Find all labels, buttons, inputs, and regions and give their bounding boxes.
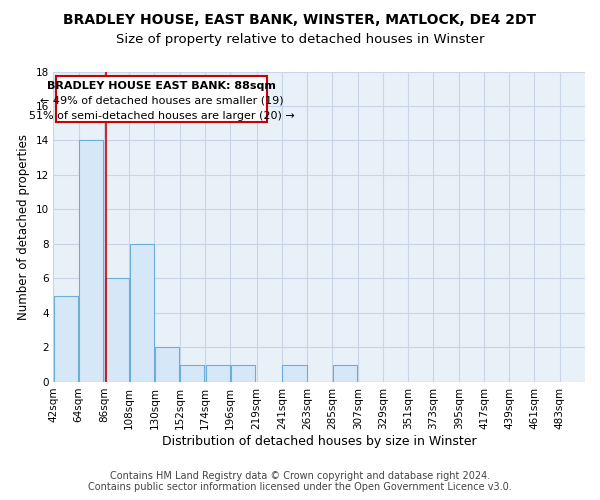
Text: Size of property relative to detached houses in Winster: Size of property relative to detached ho… <box>116 32 484 46</box>
Bar <box>104 278 128 382</box>
Y-axis label: Number of detached properties: Number of detached properties <box>17 134 30 320</box>
Text: BRADLEY HOUSE, EAST BANK, WINSTER, MATLOCK, DE4 2DT: BRADLEY HOUSE, EAST BANK, WINSTER, MATLO… <box>64 12 536 26</box>
Bar <box>79 140 103 382</box>
Bar <box>231 364 255 382</box>
Text: Contains HM Land Registry data © Crown copyright and database right 2024.
Contai: Contains HM Land Registry data © Crown c… <box>88 471 512 492</box>
X-axis label: Distribution of detached houses by size in Winster: Distribution of detached houses by size … <box>162 434 476 448</box>
Bar <box>206 364 230 382</box>
Text: BRADLEY HOUSE EAST BANK: 88sqm: BRADLEY HOUSE EAST BANK: 88sqm <box>47 80 276 90</box>
Bar <box>155 348 179 382</box>
Bar <box>333 364 357 382</box>
Text: ← 49% of detached houses are smaller (19): ← 49% of detached houses are smaller (19… <box>40 96 283 106</box>
Bar <box>56 76 267 122</box>
Bar <box>130 244 154 382</box>
Text: 51% of semi-detached houses are larger (20) →: 51% of semi-detached houses are larger (… <box>29 111 294 121</box>
Bar <box>283 364 307 382</box>
Bar <box>181 364 205 382</box>
Bar <box>54 296 78 382</box>
